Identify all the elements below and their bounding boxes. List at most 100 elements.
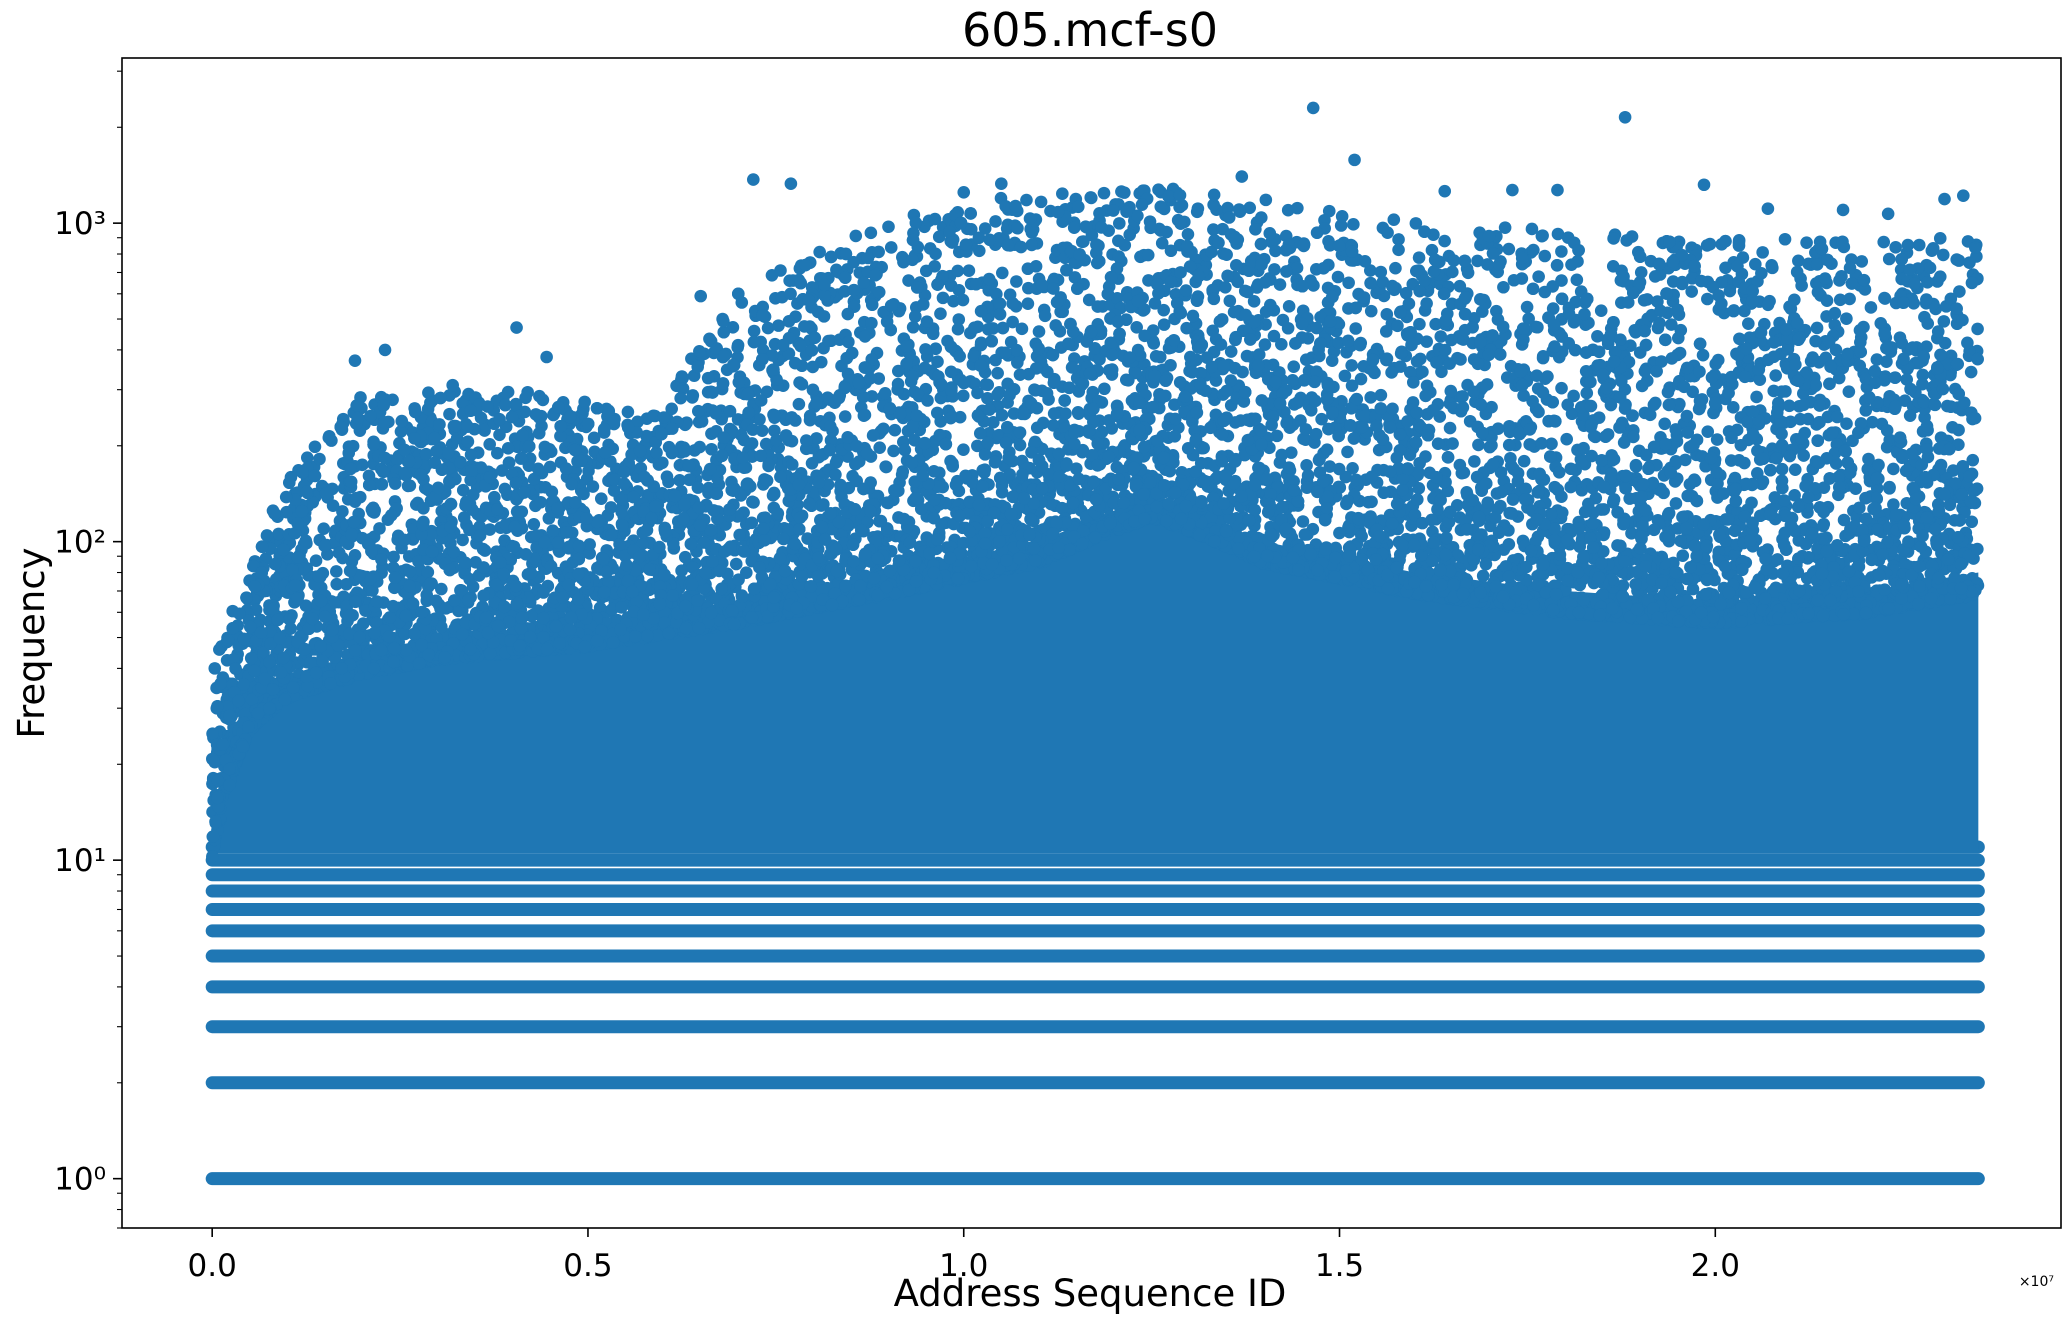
scatter-point <box>1775 427 1788 441</box>
scatter-point <box>631 415 644 429</box>
scatter-point <box>1011 356 1024 369</box>
scatter-point <box>1742 317 1755 330</box>
scatter-point <box>1112 234 1125 248</box>
scatter-point <box>272 527 285 541</box>
scatter-point <box>1157 318 1171 331</box>
scatter-point <box>319 487 333 500</box>
scatter-point <box>1416 365 1429 379</box>
scatter-point <box>1655 355 1668 368</box>
scatter-point <box>673 474 686 487</box>
scatter-point <box>1181 227 1195 241</box>
scatter-point <box>1820 294 1834 308</box>
scatter-point <box>1455 466 1469 480</box>
scatter-point <box>1874 316 1888 330</box>
scatter-point <box>1555 381 1568 395</box>
scatter-point <box>1853 323 1867 337</box>
scatter-point <box>956 389 970 403</box>
scatter-points <box>205 101 1985 1186</box>
scatter-point <box>1342 276 1355 290</box>
scatter-point <box>1494 466 1508 479</box>
scatter-point <box>1300 459 1313 472</box>
scatter-point <box>1859 404 1873 417</box>
scatter-point <box>391 453 404 466</box>
scatter-point <box>691 360 705 374</box>
scatter-point <box>1880 424 1894 437</box>
scatter-point <box>398 627 412 641</box>
scatter-point <box>951 264 965 278</box>
scatter-point <box>888 423 902 437</box>
scatter-point <box>957 443 970 456</box>
scatter-point <box>1565 258 1578 271</box>
scatter-point <box>1068 271 1082 284</box>
scatter-point <box>1778 232 1792 246</box>
scatter-point <box>1498 221 1512 234</box>
scatter-point <box>209 815 222 829</box>
scatter-point <box>1507 462 1521 476</box>
scatter-point <box>1497 280 1510 294</box>
scatter-point <box>1625 527 1638 540</box>
scatter-point <box>593 601 607 615</box>
scatter-point <box>1504 451 1517 465</box>
dense-point-region <box>212 495 1979 850</box>
scatter-point <box>1067 221 1081 234</box>
scatter-point <box>1123 228 1137 242</box>
scatter-point <box>1551 227 1565 241</box>
scatter-point <box>1882 252 1896 266</box>
scatter-point <box>1284 446 1298 459</box>
scatter-point <box>1258 338 1272 351</box>
scatter-point <box>695 415 709 428</box>
scatter-point <box>1381 226 1394 239</box>
scatter-point <box>1535 437 1548 450</box>
scatter-point <box>1349 322 1363 335</box>
scatter-point <box>1264 298 1277 312</box>
scatter-point <box>1269 244 1282 258</box>
scatter-point <box>1828 306 1842 320</box>
scatter-point <box>1532 270 1545 283</box>
scatter-point <box>1179 284 1193 297</box>
scatter-point <box>1869 491 1883 505</box>
scatter-point <box>1964 365 1978 379</box>
scatter-point <box>532 426 546 440</box>
scatter-point <box>1843 292 1856 306</box>
scatter-point <box>483 437 496 451</box>
scatter-point <box>1141 248 1155 262</box>
scatter-point <box>814 499 828 512</box>
scatter-point <box>1579 364 1593 378</box>
scatter-point <box>1287 360 1301 373</box>
scatter-point <box>1866 415 1879 429</box>
scatter-point <box>817 310 831 323</box>
scatter-point <box>1290 261 1304 275</box>
scatter-point <box>1854 335 1867 349</box>
scatter-point <box>1394 347 1408 360</box>
scatter-point <box>1933 232 1947 245</box>
scatter-point <box>1221 201 1234 215</box>
scatter-point <box>1811 285 1825 299</box>
scatter-point <box>1468 455 1481 468</box>
scatter-point <box>1358 255 1372 268</box>
scatter-point <box>1635 379 1649 393</box>
scatter-point <box>1580 386 1594 400</box>
scatter-point <box>1617 270 1630 283</box>
scatter-point <box>1788 489 1801 502</box>
scatter-point <box>1443 421 1457 435</box>
scatter-point <box>1228 361 1242 375</box>
scatter-point <box>299 534 313 548</box>
scatter-point <box>1091 300 1105 313</box>
scatter-point <box>1059 407 1072 420</box>
scatter-point <box>1686 582 1700 596</box>
scatter-point <box>1420 335 1433 348</box>
scatter-point <box>1346 461 1359 475</box>
scatter-point <box>1275 448 1289 462</box>
scatter-point <box>1207 188 1221 202</box>
scatter-point <box>1392 233 1405 246</box>
scatter-point <box>1520 300 1534 314</box>
scatter-point <box>978 448 992 461</box>
scatter-point <box>1628 323 1642 337</box>
scatter-point <box>1267 329 1281 343</box>
scatter-point <box>1671 303 1684 317</box>
scatter-point <box>1889 241 1902 254</box>
scatter-point <box>284 470 298 484</box>
scatter-point <box>456 533 469 547</box>
scatter-point <box>1286 374 1299 387</box>
scatter-point <box>887 444 900 458</box>
